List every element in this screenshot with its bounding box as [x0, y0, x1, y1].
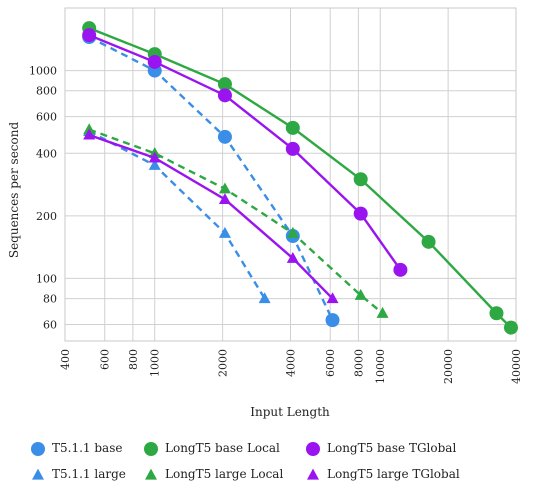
data-point [217, 88, 232, 103]
x-tick-label: 6000 [324, 349, 337, 377]
x-tick-label: 2000 [217, 349, 230, 377]
legend-marker [306, 442, 320, 456]
data-point [325, 313, 340, 328]
data-point [83, 128, 96, 140]
legend-triangle-marker [307, 468, 319, 480]
y-tick-label: 200 [36, 210, 57, 223]
x-tick-label: 8000 [352, 349, 365, 377]
data-point [354, 288, 367, 300]
legend-triangle-marker [145, 468, 157, 480]
x-tick-label: 40000 [510, 349, 523, 384]
y-tick-label: 600 [36, 111, 57, 124]
series-3 [83, 123, 389, 318]
data-point [285, 120, 300, 135]
data-point [148, 159, 161, 170]
legend-marker [144, 442, 158, 456]
legend-item: T5.1.1 large [30, 466, 126, 482]
data-point [285, 141, 300, 156]
data-point [286, 226, 299, 238]
x-tick-label: 800 [127, 349, 140, 370]
legend-circle-marker [31, 442, 45, 456]
y-tick-label: 400 [36, 147, 57, 160]
y-axis-ticks: 60 80 100 200 400 600 800 1000 [29, 65, 57, 332]
data-point [148, 151, 161, 163]
series-2 [82, 21, 518, 335]
x-axis-title: Input Length [250, 405, 330, 419]
series-5 [83, 128, 339, 304]
legend-item: LongT5 base TGlobal [305, 440, 456, 456]
y-tick-label: 60 [43, 319, 57, 332]
data-point [147, 54, 162, 69]
data-point [218, 226, 231, 238]
series-4 [82, 28, 408, 277]
legend-label: T5.1.1 base [52, 441, 123, 455]
legend-marker [307, 468, 319, 480]
legend-marker [145, 468, 157, 480]
y-tick-label: 80 [43, 293, 57, 306]
series-layer [82, 21, 518, 335]
x-tick-label: 10000 [374, 349, 387, 384]
data-point [326, 292, 339, 304]
data-point [353, 172, 368, 187]
x-tick-label: 1000 [149, 349, 162, 377]
series-line [88, 34, 402, 271]
y-axis-title: Sequences per second [7, 122, 21, 259]
legend-circle-marker [144, 442, 158, 456]
series-line [88, 133, 334, 300]
data-point [489, 306, 504, 321]
data-point [217, 77, 232, 92]
data-point [353, 206, 368, 221]
x-axis-ticks: 400 600 800 1000 2000 4000 6000 8000 10000 20000 4… [59, 349, 523, 384]
y-tick-label: 800 [36, 85, 57, 98]
legend-circle-marker [306, 442, 320, 456]
legend-label: T5.1.1 large [52, 467, 126, 481]
plot-area-border [64, 7, 517, 342]
legend-label: LongT5 base TGlobal [327, 441, 457, 455]
y-tick-label: 100 [36, 272, 57, 285]
legend-label: LongT5 base Local [165, 441, 280, 455]
data-point [82, 28, 97, 43]
legend-triangle-marker [32, 468, 44, 480]
x-tick-label: 600 [99, 349, 112, 370]
data-point [218, 193, 231, 204]
series-line [88, 35, 334, 321]
x-tick-label: 4000 [285, 349, 298, 377]
legend-item: LongT5 base Local [143, 440, 280, 456]
series-0 [82, 30, 340, 328]
data-point [376, 306, 389, 318]
series-line [88, 130, 266, 300]
legend-item: LongT5 large TGlobal [305, 466, 460, 482]
legend-marker [31, 442, 45, 456]
series-line [88, 27, 512, 329]
data-point [218, 182, 231, 194]
legend-label: LongT5 large TGlobal [327, 467, 460, 481]
x-tick-label: 400 [59, 349, 72, 370]
data-point [286, 251, 299, 263]
data-point [258, 292, 271, 304]
y-tick-label: 1000 [29, 65, 57, 78]
legend-marker [32, 468, 44, 480]
data-point [503, 320, 518, 335]
legend-label: LongT5 large Local [165, 467, 284, 481]
data-point [421, 234, 436, 249]
legend-item: T5.1.1 base [30, 440, 122, 456]
legend-item: LongT5 large Local [143, 466, 283, 482]
x-tick-label: 20000 [442, 349, 455, 384]
chart-svg: 60 80 100 200 400 600 800 1000 400 600 800 1000 200… [7, 7, 523, 419]
data-point [217, 129, 232, 144]
data-point [393, 262, 408, 277]
